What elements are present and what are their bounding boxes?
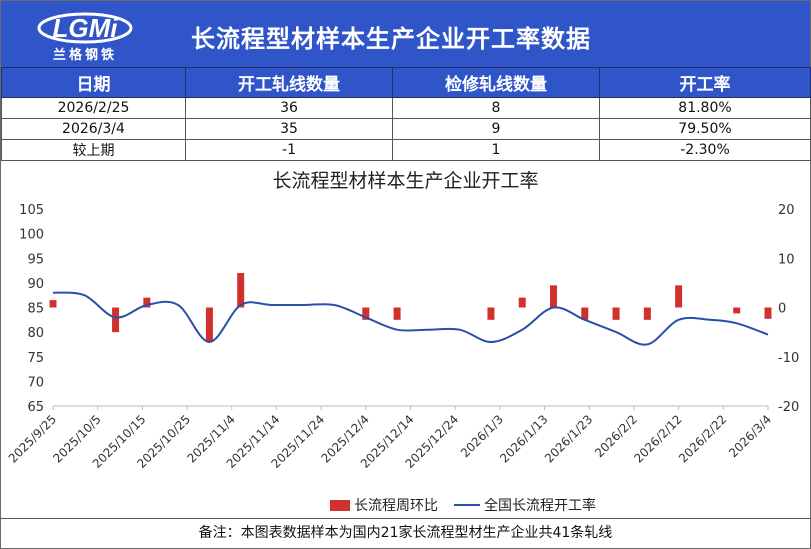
legend-label-line-series: 全国长流程开工率 (484, 498, 596, 514)
bar-wow-change (643, 307, 651, 320)
header-banner: LGMi 兰格钢铁 长流程型材样本生产企业开工率数据 (1, 1, 810, 67)
left-axis-tick-label: 80 (27, 326, 44, 341)
page-title: 长流程型材样本生产企业开工率数据 (191, 25, 591, 53)
bar-wow-change (49, 300, 57, 308)
x-axis-tick-label: 2026/1/23 (542, 412, 595, 465)
bar-wow-change (112, 307, 120, 333)
bar-wow-change (675, 285, 683, 308)
bar-wow-change (612, 307, 620, 320)
chart-legend: 长流程周环比 全国长流程开工率 (330, 495, 596, 515)
bar-wow-change (487, 307, 495, 320)
column-header-operating-rate: 开工率 (599, 67, 811, 98)
table-cell: 较上期 (1, 139, 186, 161)
bar-wow-change (550, 285, 557, 308)
svg-text:LGMi: LGMi (53, 13, 119, 43)
table-row: 2026/2/25 36 8 81.80% (1, 97, 811, 119)
left-axis-tick-label: 85 (27, 302, 44, 317)
footnote: 备注：本图表数据样本为国内21家长流程型材生产企业共41条轧线 (1, 518, 810, 548)
table-cell: 81.80% (599, 97, 811, 119)
left-axis-tick-label: 75 (27, 351, 44, 366)
bar-wow-change (205, 307, 213, 342)
column-header-maintenance-lines: 检修轧线数量 (392, 67, 600, 98)
right-axis-tick-label: 0 (778, 302, 786, 317)
svg-text:兰格钢铁: 兰格钢铁 (53, 47, 117, 63)
right-axis-tick-label: -20 (778, 400, 799, 415)
lgmi-logo: LGMi 兰格钢铁 (37, 12, 133, 63)
bar-wow-change (518, 297, 526, 308)
table-cell: 79.50% (599, 118, 811, 140)
bar-wow-change (362, 307, 370, 320)
right-axis-tick-label: 10 (778, 252, 795, 267)
table-header-row: 日期 开工轧线数量 检修轧线数量 开工率 (1, 67, 811, 98)
left-axis-tick-label: 105 (19, 203, 44, 218)
x-axis-tick-label: 2026/2/22 (676, 412, 729, 465)
legend-label-bar-series: 长流程周环比 (354, 498, 438, 514)
bar-wow-change (143, 297, 151, 308)
right-axis-tick-label: 20 (778, 203, 795, 218)
bar-wow-change (237, 273, 245, 308)
column-header-date: 日期 (1, 67, 186, 98)
table-row: 较上期 -1 1 -2.30% (1, 139, 811, 161)
bar-wow-change (581, 307, 589, 320)
left-axis-tick-label: 100 (19, 228, 44, 243)
line-operating-rate (52, 291, 769, 346)
legend-bar-swatch (330, 499, 350, 511)
table-cell: 1 (392, 139, 600, 161)
x-axis-tick-label: 2026/3/4 (726, 412, 774, 460)
left-axis-tick-label: 70 (27, 375, 44, 390)
table-cell: 2026/3/4 (1, 118, 186, 140)
table-cell: -1 (185, 139, 393, 161)
table-cell: -2.30% (599, 139, 811, 161)
bar-wow-change (393, 307, 401, 320)
bar-wow-change (733, 307, 741, 314)
data-table: 日期 开工轧线数量 检修轧线数量 开工率 2026/2/25 36 8 81.8… (1, 67, 811, 161)
table-cell: 2026/2/25 (1, 97, 186, 119)
right-axis-tick-label: -10 (778, 351, 799, 366)
bar-wow-change (764, 307, 772, 319)
left-axis-tick-label: 65 (27, 400, 44, 415)
left-axis-tick-label: 90 (27, 277, 44, 292)
chart-title: 长流程型材样本生产企业开工率 (272, 170, 539, 192)
left-axis-tick-label: 95 (27, 252, 44, 267)
legend-line-swatch (454, 504, 480, 506)
